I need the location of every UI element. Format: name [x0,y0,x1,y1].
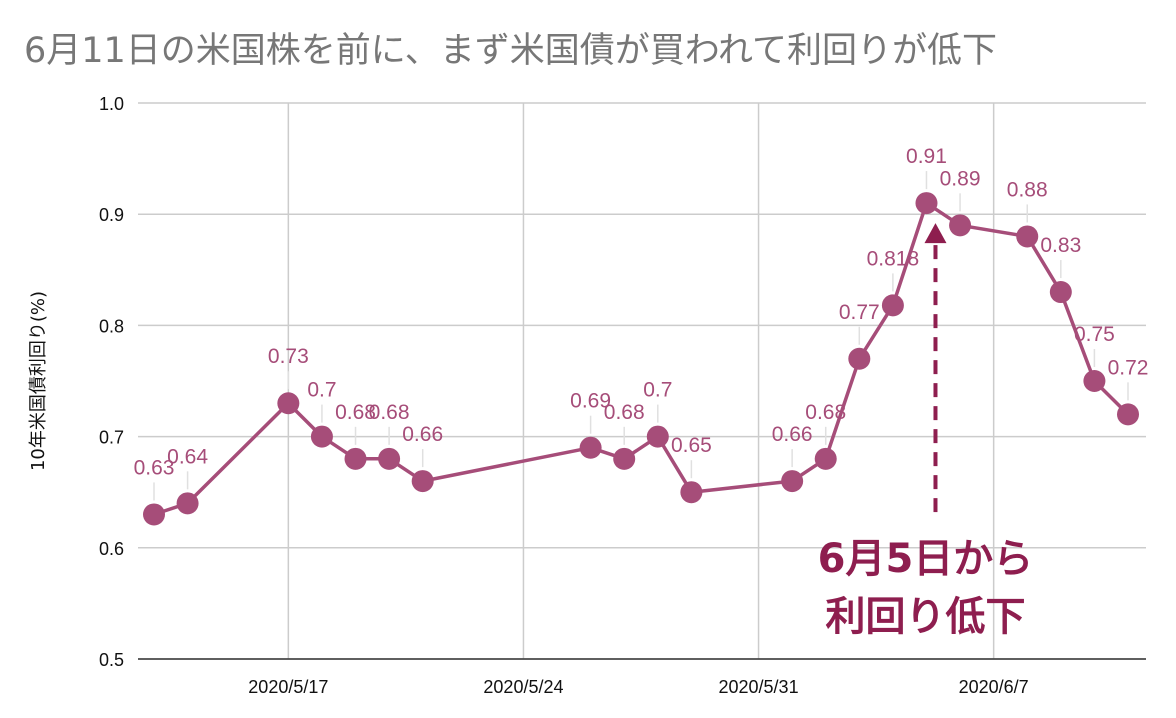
y-tick-label: 0.9 [99,205,124,225]
x-tick-label: 2020/5/24 [483,677,563,697]
axes: 0.5 0.6 0.7 0.8 0.9 1.0 2020/5/17 2020/5/24 2020… [28,94,1146,697]
data-label: 0.7 [643,379,672,402]
y-tick-label: 1.0 [99,94,124,114]
data-point [814,447,837,470]
annotation-text-line: 利回り低下 [825,594,1025,640]
data-point [344,447,367,470]
y-tick-label: 0.6 [99,539,124,559]
data-point [411,470,434,493]
series [143,192,1139,526]
annotation-arrowhead [924,223,947,244]
data-label: 0.73 [268,345,309,368]
data-point [277,392,300,415]
data-label: 0.64 [167,445,208,468]
annotation-text-line: 6月5日から [818,536,1034,582]
gridlines [138,102,1146,660]
data-label: 0.68 [369,401,410,424]
data-point [1016,225,1039,248]
data-label: 0.7 [307,379,336,402]
data-label: 0.83 [1040,234,1081,257]
data-point [143,503,165,526]
data-labels: 0.630.640.730.70.680.680.660.690.680.70.… [134,145,1149,501]
data-point [176,492,199,515]
data-label: 0.75 [1074,323,1115,346]
y-tick-label: 0.7 [99,428,124,448]
data-point [378,447,401,470]
data-label: 0.68 [604,401,645,424]
data-point [680,481,703,504]
data-point [310,425,333,448]
x-tick-label: 2020/5/17 [248,677,328,697]
data-point [1049,281,1072,304]
data-point [613,447,636,470]
data-point [949,214,972,237]
data-label: 0.66 [772,423,813,446]
data-label: 0.68 [335,401,376,424]
data-point [1083,370,1106,392]
data-label: 0.89 [940,167,981,190]
data-label: 0.77 [839,301,880,324]
data-point [781,470,804,493]
data-point [579,436,602,459]
data-label: 0.72 [1108,356,1149,379]
data-label: 0.63 [134,456,175,479]
x-tick-label: 2020/6/7 [959,677,1029,697]
data-label: 0.88 [1007,178,1048,201]
data-label: 0.69 [570,390,611,413]
data-label: 0.91 [906,145,947,168]
data-label: 0.66 [402,423,443,446]
y-axis-title: 10年米国債利回り(%) [28,291,49,471]
x-tick-label: 2020/5/31 [719,677,799,697]
data-point [1117,403,1139,426]
y-tick-label: 0.8 [99,316,124,336]
data-point [915,192,938,215]
data-label: 0.68 [805,401,846,424]
chart-title: 6月11日の米国株を前に、まず米国債が買われて利回りが低下 [24,31,997,71]
data-label: 0.65 [671,434,712,457]
y-tick-label: 0.5 [99,650,124,670]
data-point [848,347,871,370]
data-point [646,425,669,448]
data-point [881,294,904,317]
